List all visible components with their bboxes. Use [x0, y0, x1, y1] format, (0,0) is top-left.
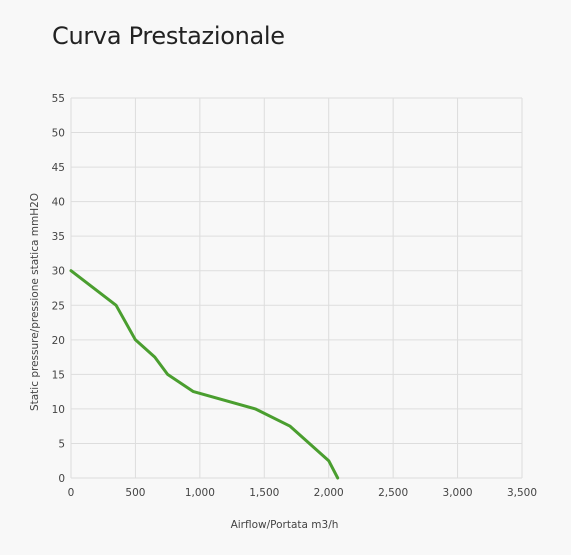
x-axis-ticks: 0 500 1,000 1,500 2,000 2,500 3,000 3,500 — [68, 487, 537, 499]
y-tick-label: 30 — [52, 266, 65, 278]
y-tick-label: 55 — [52, 93, 65, 105]
y-axis-ticks: 0 5 10 15 20 25 30 35 40 45 50 55 — [52, 93, 65, 485]
chart-grid — [70, 97, 523, 479]
x-tick-label: 500 — [125, 487, 145, 499]
x-tick-label: 1,500 — [249, 487, 279, 499]
y-tick-label: 45 — [52, 162, 65, 174]
y-tick-label: 5 — [58, 438, 65, 450]
y-tick-label: 20 — [52, 335, 65, 347]
chart-title: Curva Prestazionale — [52, 22, 285, 50]
x-axis-label: Airflow/Portata m3/h — [231, 519, 339, 531]
x-tick-label: 3,000 — [443, 487, 473, 499]
y-tick-label: 35 — [52, 231, 65, 243]
y-tick-label: 10 — [52, 404, 65, 416]
y-tick-label: 15 — [52, 369, 65, 381]
y-tick-label: 25 — [52, 300, 65, 312]
series-group — [69, 269, 340, 480]
x-tick-label: 2,500 — [378, 487, 408, 499]
x-tick-label: 0 — [68, 487, 75, 499]
x-tick-label: 1,000 — [185, 487, 215, 499]
y-axis-label: Static pressure/pressione statica mmH2O — [29, 193, 41, 411]
performance-curve-line — [69, 269, 340, 480]
y-tick-label: 50 — [52, 128, 65, 140]
x-tick-label: 2,000 — [314, 487, 344, 499]
y-tick-label: 40 — [52, 197, 65, 209]
x-tick-label: 3,500 — [507, 487, 537, 499]
y-tick-label: 0 — [58, 473, 65, 485]
